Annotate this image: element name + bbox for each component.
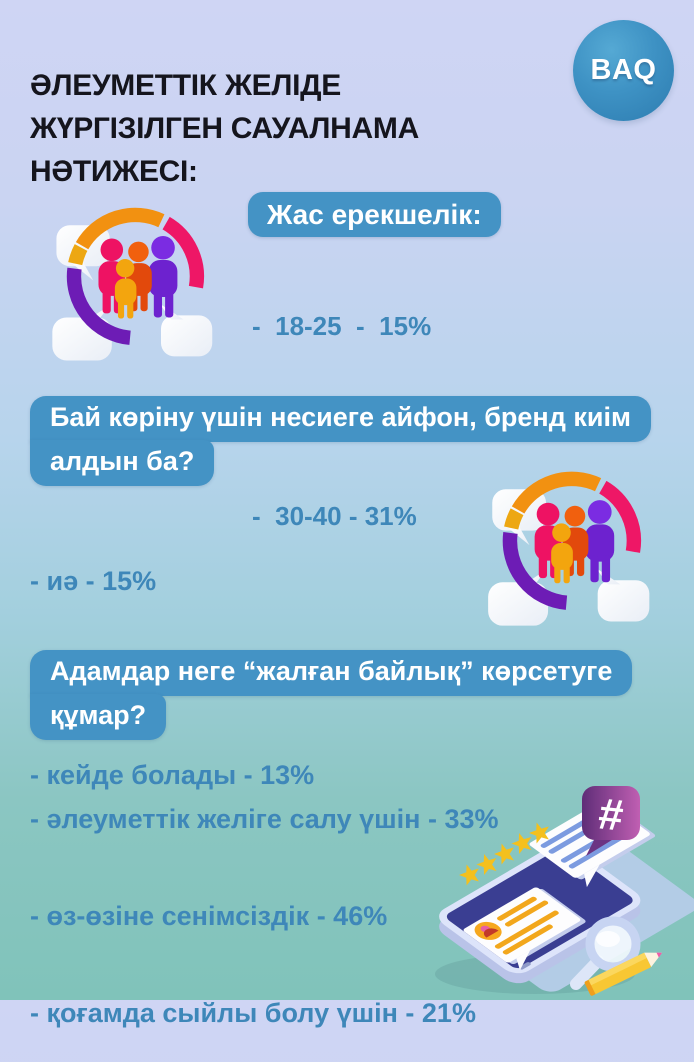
page-title-line: ЖҮРГІЗІЛГЕН САУАЛНАМА <box>30 112 419 146</box>
pencil-icon <box>584 952 663 996</box>
question-3-line-2: құмар? <box>30 694 167 740</box>
question-3-badge: Адамдар неге “жалған байлық” көрсетуге қ… <box>30 650 633 740</box>
stat-line: - өз-өзіне сенімсіздік - 46% <box>30 901 388 931</box>
baq-logo: BAQ <box>573 20 674 121</box>
stat-line: - кейде болады - 13% <box>30 760 315 790</box>
page-title-line: ӘЛЕУМЕТТІК ЖЕЛІДЕ <box>30 69 341 103</box>
stat-line: - әлеуметтік желіге салу үшін - 33% <box>30 804 499 834</box>
question-2-line-2: алдын ба? <box>30 440 215 486</box>
stat-line: - иә - 15% <box>30 566 157 596</box>
hashtag-bubble-icon: # <box>582 786 640 856</box>
infographic-page: { "header": { "title_lines": ["ӘЛЕУМЕТТІ… <box>0 0 694 1028</box>
stat-line: - 18-25 - 15% <box>252 311 432 341</box>
hashtag-icon: # <box>596 789 625 840</box>
stat-line: - 30-40 - 31% <box>252 501 417 531</box>
page-title-line: НӘТИЖЕСІ: <box>30 155 198 189</box>
magnifier-icon <box>570 916 641 990</box>
stat-line: - қоғамда сыйлы болу үшін - 21% <box>30 998 476 1028</box>
baq-logo-text: BAQ <box>590 54 657 86</box>
page-title: ӘЛЕУМЕТТІК ЖЕЛІДЕ ЖҮРГІЗІЛГЕН САУАЛНАМА … <box>30 64 590 193</box>
question-3-line-1: Адамдар неге “жалған байлық” көрсетуге <box>30 650 633 696</box>
people-ring-icon <box>462 450 692 636</box>
review-card-left <box>463 887 586 971</box>
phone-illustration: # <box>435 786 694 996</box>
people-ring-icon <box>38 186 243 371</box>
question-2-line-1: Бай көріну үшін несиеге айфон, бренд киі… <box>30 396 651 442</box>
age-section-badge: Жас ерекшелік: <box>248 192 501 237</box>
question-2-badge: Бай көріну үшін несиеге айфон, бренд киі… <box>30 396 651 486</box>
